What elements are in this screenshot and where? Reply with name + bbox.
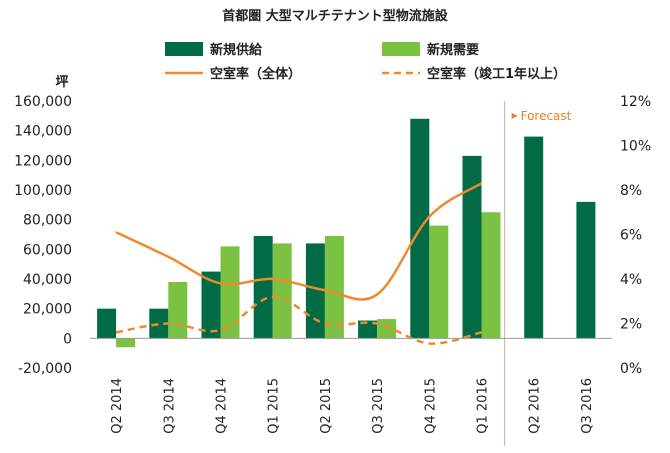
- y-tick-label: 40,000: [23, 272, 72, 288]
- bar-supply: [462, 155, 482, 339]
- bar-demand: [324, 235, 344, 339]
- bar-demand: [377, 319, 397, 339]
- y-tick-label: 60,000: [23, 242, 72, 258]
- bar-demand: [116, 338, 136, 348]
- bar-supply: [149, 308, 169, 339]
- x-tick-label: Q2 2016: [528, 378, 543, 434]
- y-tick-label: 140,000: [14, 124, 72, 140]
- x-tick-label: Q3 2014: [162, 378, 177, 434]
- x-tick-label: Q2 2014: [110, 378, 125, 434]
- x-tick-label: Q3 2016: [580, 378, 595, 434]
- legend-label: 空室率（全体）: [210, 66, 301, 82]
- bar-demand: [429, 225, 449, 339]
- vacancy-line-total: [115, 182, 483, 301]
- legend-label: 空室率（竣工1年以上）: [427, 66, 566, 82]
- y-tick-label: 120,000: [14, 153, 72, 169]
- x-tick-label: Q3 2015: [371, 378, 386, 434]
- y2-tick-label: 12%: [620, 94, 651, 110]
- y-tick-label: 0: [63, 331, 72, 347]
- y2-axis-ticks: 0% 2% 4% 6% 8% 10% 12%: [620, 94, 651, 377]
- bar-demand: [481, 212, 501, 339]
- lines: [115, 182, 483, 345]
- y2-tick-label: 6%: [620, 228, 642, 244]
- y-tick-label: 160,000: [14, 94, 72, 110]
- chart-title: 首都圏 大型マルチテナント型物流施設: [222, 8, 449, 24]
- x-tick-label: Q2 2015: [319, 378, 334, 434]
- forecast-label: Forecast: [521, 109, 572, 123]
- x-tick-label: Q4 2014: [215, 378, 230, 434]
- x-tick-label: Q1 2015: [267, 378, 282, 434]
- y2-tick-label: 0%: [620, 361, 642, 377]
- bar-supply: [97, 308, 117, 339]
- legend-swatch: [382, 42, 420, 56]
- legend-label: 新規需要: [427, 42, 479, 58]
- bar-supply: [305, 243, 325, 339]
- y-tick-label: 100,000: [14, 183, 72, 199]
- vacancy-line-1yr: [115, 295, 482, 345]
- legend-swatch: [165, 42, 203, 56]
- y2-tick-label: 8%: [620, 183, 642, 199]
- bar-supply: [358, 320, 378, 339]
- x-tick-label: Q1 2016: [476, 378, 491, 434]
- legend-label: 新規供給: [210, 42, 263, 58]
- bars: [97, 118, 596, 348]
- bar-demand: [220, 246, 240, 339]
- bar-demand: [168, 281, 188, 339]
- y-axis-ticks: -20,000 0 20,000 40,000 60,000 80,000 100,000 1…: [14, 94, 72, 377]
- y-tick-label: 20,000: [23, 302, 72, 318]
- y-tick-label: -20,000: [18, 361, 72, 377]
- bar-demand: [272, 243, 292, 339]
- x-tick-label: Q4 2015: [423, 378, 438, 434]
- y-axis-label: 坪: [55, 75, 68, 90]
- y2-tick-label: 4%: [620, 272, 642, 288]
- bar-supply: [524, 136, 544, 339]
- bar-supply: [576, 201, 596, 339]
- y-tick-label: 80,000: [23, 213, 72, 229]
- forecast-marker: ▸ Forecast: [504, 101, 572, 446]
- bar-supply: [253, 235, 273, 339]
- x-axis-ticks: Q2 2014 Q3 2014 Q4 2014 Q1 2015 Q2 2015 Q3 20…: [110, 378, 595, 434]
- y2-tick-label: 2%: [620, 317, 642, 333]
- forecast-arrow-icon: ▸: [512, 108, 518, 122]
- bar-supply: [201, 271, 221, 339]
- y2-tick-label: 10%: [620, 139, 651, 155]
